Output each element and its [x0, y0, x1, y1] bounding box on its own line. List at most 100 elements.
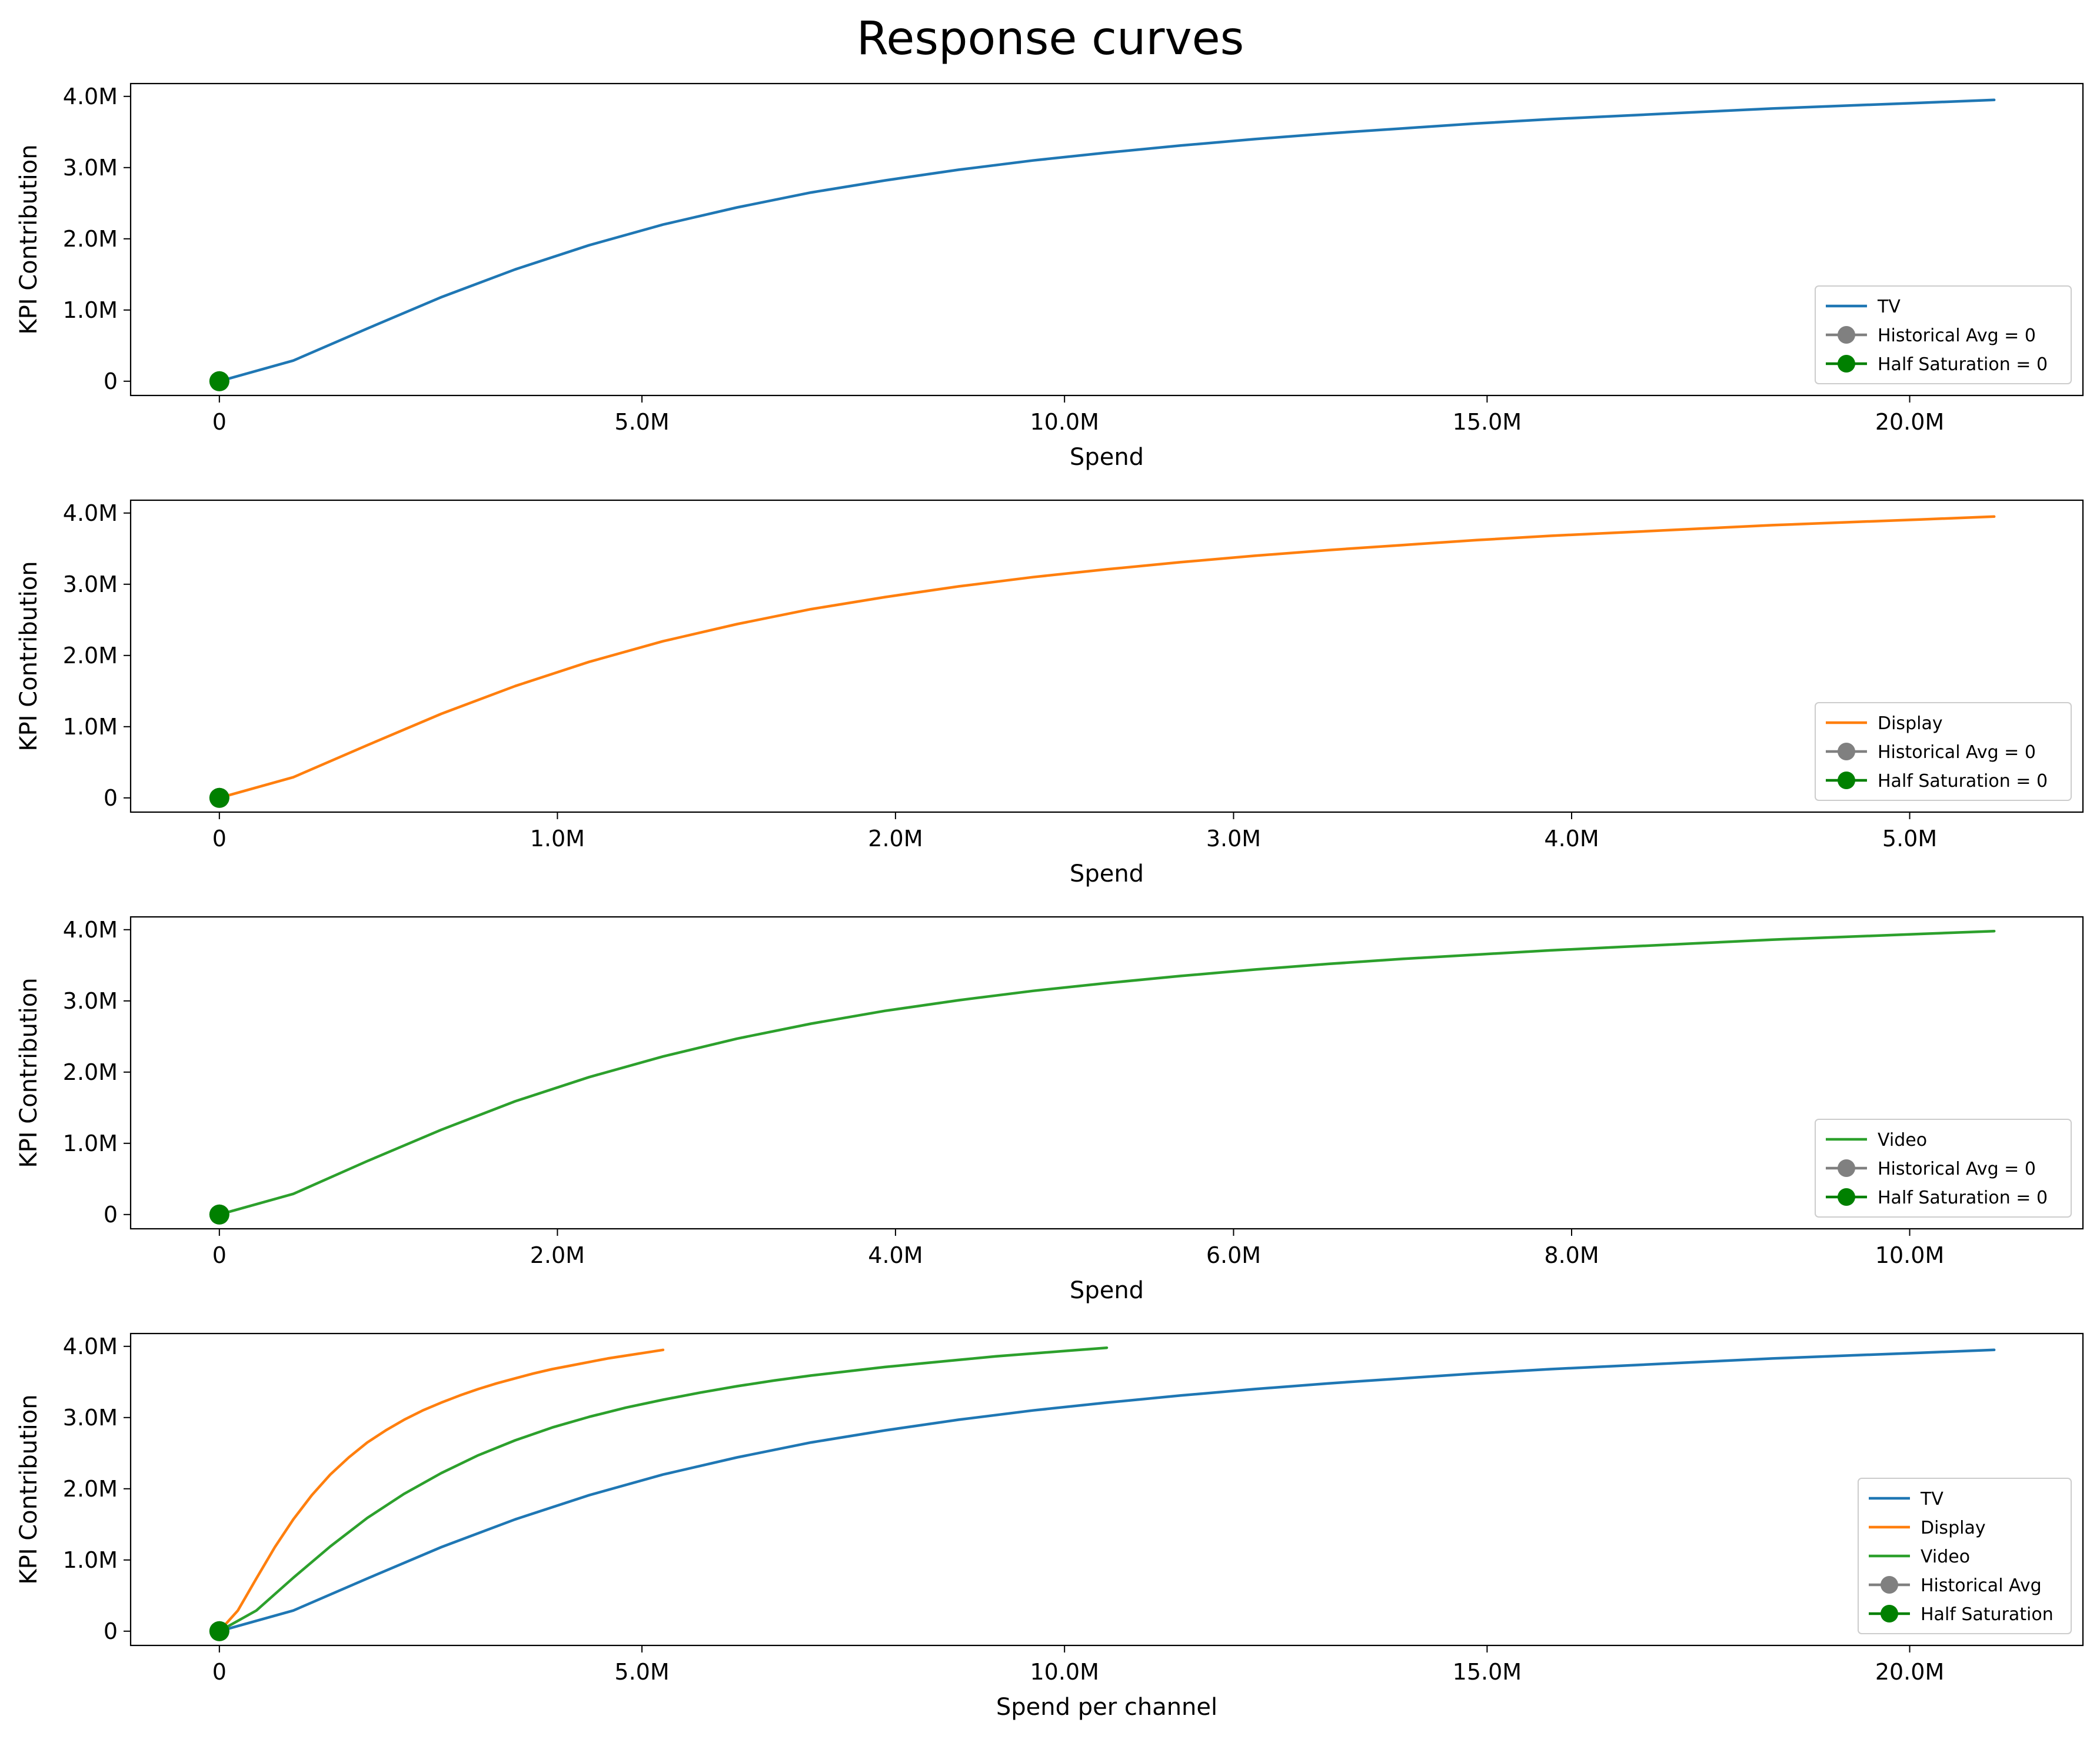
subplot-1: 0 5.0M 10.0M 15.0M 20.0M 0 1.0M 2.0M 3.0M 4.0M Spe…: [15, 82, 2084, 471]
legend-entry-label: Video: [1921, 1547, 1970, 1567]
y-axis-label: KPI Contribution: [15, 561, 42, 751]
subplot-2: 0 1.0M 2.0M 3.0M 4.0M 5.0M 0 1.0M 2.0M 3.0M 4.0M Sp…: [15, 499, 2084, 887]
x-axis-label: Spend per channel: [996, 1694, 1217, 1721]
x-tick-label: 5.0M: [1882, 826, 1937, 852]
x-tick-label: 0: [212, 409, 227, 435]
y-axis-label: KPI Contribution: [15, 977, 42, 1168]
x-tick-label: 0: [212, 1242, 227, 1268]
legend-entry-label: Historical Avg = 0: [1878, 742, 2036, 763]
y-tick-label: 3.0M: [63, 571, 118, 597]
y-tick-label: 3.0M: [63, 988, 118, 1014]
legend-swatch-marker: [1838, 772, 1855, 789]
series-line-video: [218, 929, 1996, 1216]
legend-swatch-marker: [1838, 355, 1855, 373]
y-tick-label: 1.0M: [63, 714, 118, 740]
y-tick-label: 2.0M: [63, 226, 118, 252]
legend-swatch-marker: [1881, 1605, 1898, 1622]
y-tick-label: 4.0M: [63, 917, 118, 943]
y-tick-label: 3.0M: [63, 1405, 118, 1431]
y-tick-label: 0: [104, 1618, 118, 1644]
legend-entry-label: Half Saturation = 0: [1878, 354, 2048, 375]
x-tick-label: 4.0M: [868, 1242, 923, 1268]
legend-box: [1815, 1119, 2072, 1218]
x-tick-label: 1.0M: [530, 826, 585, 852]
y-tick-label: 4.0M: [63, 1334, 118, 1359]
subplot-3: 0 2.0M 4.0M 6.0M 8.0M 10.0M 0 1.0M 2.0M 3.0M 4.0M S…: [15, 916, 2084, 1304]
legend: Display Historical Avg = 0 Half Saturation…: [1815, 702, 2072, 801]
legend-box: [1815, 702, 2072, 801]
y-axis-label: KPI Contribution: [15, 144, 42, 334]
series-line-display: [218, 515, 1996, 800]
y-tick-label: 2.0M: [63, 643, 118, 669]
x-tick-label: 2.0M: [868, 826, 923, 852]
legend-entry-label: Historical Avg = 0: [1878, 325, 2036, 346]
figure-title: Response curves: [857, 12, 1244, 65]
axes-frame: [129, 82, 2084, 397]
x-tick-label: 15.0M: [1453, 409, 1522, 435]
x-tick-label: 0: [212, 1659, 227, 1685]
legend-entry-label: TV: [1920, 1489, 1943, 1509]
half-saturation-marker: [209, 787, 229, 808]
x-axis-label: Spend: [1070, 444, 1144, 471]
legend-swatch-marker: [1881, 1576, 1898, 1594]
legend-swatch-marker: [1838, 326, 1855, 344]
y-tick-label: 2.0M: [63, 1476, 118, 1502]
legend-entry-label: Half Saturation = 0: [1878, 771, 2048, 792]
series-line-display: [218, 1348, 665, 1633]
axes-frame: [129, 499, 2084, 813]
legend-entry-label: Historical Avg: [1921, 1575, 2042, 1596]
legend: Video Historical Avg = 0 Half Saturation =…: [1815, 1119, 2072, 1218]
legend: TV Display Video Historical Avg Half Saturat…: [1858, 1478, 2072, 1634]
y-axis-label: KPI Contribution: [15, 1394, 42, 1584]
x-tick-label: 10.0M: [1030, 409, 1099, 435]
x-tick-label: 2.0M: [530, 1242, 585, 1268]
legend-box: [1858, 1478, 2072, 1634]
y-tick-label: 3.0M: [63, 155, 118, 181]
legend-entry-label: Half Saturation = 0: [1878, 1188, 2048, 1208]
y-tick-label: 4.0M: [63, 84, 118, 109]
y-tick-label: 4.0M: [63, 500, 118, 526]
x-tick-label: 4.0M: [1544, 826, 1599, 852]
y-tick-label: 2.0M: [63, 1059, 118, 1085]
x-axis-label: Spend: [1070, 860, 1144, 887]
y-tick-label: 0: [104, 368, 118, 394]
legend-entry-label: Half Saturation: [1921, 1604, 2054, 1625]
x-tick-label: 6.0M: [1206, 1242, 1261, 1268]
x-tick-label: 5.0M: [614, 1659, 669, 1685]
legend-entry-label: TV: [1877, 297, 1901, 317]
legend: TV Historical Avg = 0 Half Saturation = 0: [1815, 285, 2072, 384]
y-tick-label: 0: [104, 785, 118, 811]
x-tick-label: 5.0M: [614, 409, 669, 435]
legend-swatch-marker: [1838, 1159, 1855, 1177]
legend-box: [1815, 285, 2072, 384]
y-tick-label: 0: [104, 1202, 118, 1228]
x-axis-label: Spend: [1070, 1277, 1144, 1304]
y-tick-label: 1.0M: [63, 1130, 118, 1156]
x-tick-label: 20.0M: [1875, 409, 1944, 435]
legend-swatch-marker: [1838, 743, 1855, 760]
x-tick-label: 10.0M: [1875, 1242, 1944, 1268]
legend-entry-label: Display: [1921, 1518, 1986, 1538]
half-saturation-marker: [209, 1621, 229, 1641]
x-tick-label: 10.0M: [1030, 1659, 1099, 1685]
legend-swatch-marker: [1838, 1188, 1855, 1206]
legend-entry-label: Historical Avg = 0: [1878, 1159, 2036, 1179]
legend-entry-label: Display: [1878, 713, 1943, 734]
y-tick-label: 1.0M: [63, 297, 118, 323]
axes-frame: [129, 916, 2084, 1230]
x-tick-label: 15.0M: [1453, 1659, 1522, 1685]
y-tick-label: 1.0M: [63, 1547, 118, 1573]
legend-entry-label: Video: [1878, 1130, 1927, 1151]
x-tick-label: 0: [212, 826, 227, 852]
x-tick-label: 3.0M: [1206, 826, 1261, 852]
x-tick-label: 20.0M: [1875, 1659, 1944, 1685]
series-line-tv: [218, 1348, 1996, 1633]
subplots: 0 5.0M 10.0M 15.0M 20.0M 0 1.0M 2.0M 3.0M 4.0M Spe…: [15, 82, 2084, 1721]
series-line-tv: [218, 98, 1996, 383]
series-line-video: [218, 1346, 1109, 1633]
axes-frame: [129, 1332, 2084, 1647]
half-saturation-marker: [209, 1204, 229, 1225]
x-tick-label: 8.0M: [1544, 1242, 1599, 1268]
